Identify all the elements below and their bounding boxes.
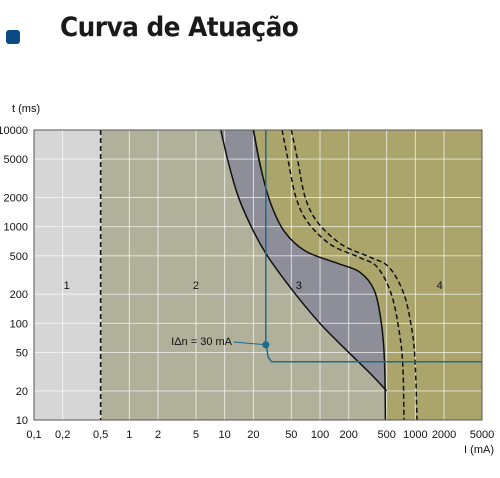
x-tick-label: 5000 <box>470 429 494 441</box>
x-tick-label: 0,1 <box>26 429 41 441</box>
x-tick-label: 1000 <box>403 429 427 441</box>
y-tick-label: 5000 <box>4 154 28 166</box>
header: Curva de Atuação <box>0 0 500 70</box>
page-title: Curva de Atuação <box>60 12 299 43</box>
annotation-label: IΔn = 30 mA <box>171 336 233 348</box>
zone-label-4: 4 <box>437 280 443 292</box>
y-tick-label: 200 <box>10 289 28 301</box>
x-tick-label: 5 <box>193 429 199 441</box>
zone-1-background <box>34 130 101 420</box>
y-tick-label: 50 <box>16 347 28 359</box>
y-tick-label: 20 <box>16 386 28 398</box>
x-tick-label: 1 <box>126 429 132 441</box>
x-tick-label: 100 <box>311 429 329 441</box>
curve-dark-band-right-boundary <box>252 130 387 420</box>
x-tick-label: 2 <box>155 429 161 441</box>
annotation-leader-line <box>233 341 266 346</box>
zone-3-band <box>220 130 387 420</box>
y-tick-label: 10 <box>16 415 28 427</box>
x-tick-label: 2000 <box>432 429 456 441</box>
x-axis-label: I (mA) <box>464 444 494 456</box>
setpoint-30ma-line <box>265 130 482 363</box>
x-tick-label: 0,5 <box>93 429 108 441</box>
plot-frame <box>33 129 483 421</box>
y-tick-label: 2000 <box>4 193 28 205</box>
zone-label-2: 2 <box>193 280 199 292</box>
x-tick-label: 0,2 <box>55 429 70 441</box>
curve-dark-band-left-boundary <box>220 130 388 392</box>
curve-dashed-curve-2 <box>290 130 418 420</box>
zone-label-1: 1 <box>64 280 70 292</box>
title-bullet <box>6 30 20 44</box>
x-tick-label: 20 <box>247 429 259 441</box>
y-axis-label: t (ms) <box>12 103 40 115</box>
curve-dashed-curve-1 <box>281 130 405 420</box>
y-tick-label: 1000 <box>4 222 28 234</box>
setpoint-marker <box>262 341 270 349</box>
y-tick-label: 100 <box>10 318 28 330</box>
x-tick-label: 200 <box>340 429 358 441</box>
y-tick-label: 500 <box>10 251 28 263</box>
y-tick-label: 10000 <box>0 125 28 137</box>
curve-wide-zone-boundary <box>252 130 262 169</box>
x-tick-label: 50 <box>285 429 297 441</box>
x-tick-label: 10 <box>219 429 231 441</box>
zone-label-3: 3 <box>296 280 302 292</box>
zone-4-curve-region <box>253 130 482 420</box>
x-tick-label: 500 <box>377 429 395 441</box>
